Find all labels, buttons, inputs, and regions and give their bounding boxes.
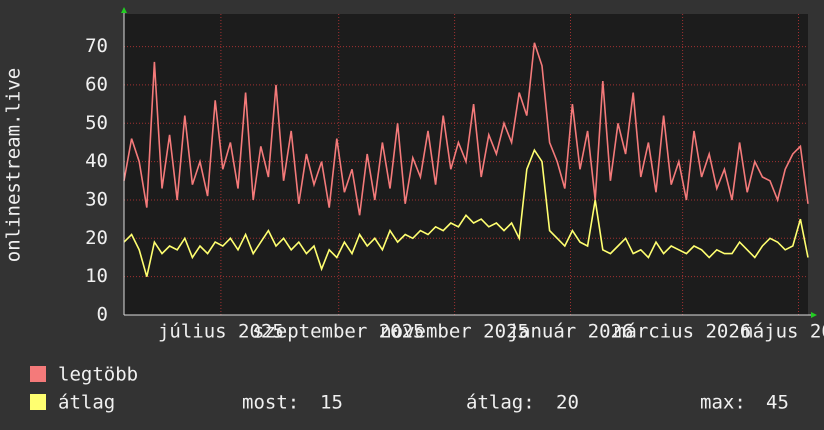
x-tick-label: szeptember 2025 (253, 321, 425, 343)
marks (123, 14, 809, 316)
y-tick-label: 60 (85, 73, 108, 95)
y-tick-label: 40 (85, 150, 108, 172)
stat-label: átlag: (466, 392, 535, 414)
series-line (123, 42, 809, 216)
stat-value: 45 (766, 392, 789, 414)
stat-label: most: (242, 392, 299, 414)
y-arrow (121, 7, 127, 13)
x-tick-label: január 2026 (508, 321, 634, 343)
y-tick-label: 30 (85, 188, 108, 210)
y-tick-label: 0 (97, 304, 108, 326)
legend-swatch (30, 366, 46, 382)
x-tick-label: március 2026 (614, 321, 751, 343)
legend-label: átlag (58, 392, 115, 414)
stat-value: 15 (320, 392, 343, 414)
plot-area (124, 14, 808, 315)
y-tick-label: 20 (85, 227, 108, 249)
y-tick-label: 70 (85, 35, 108, 57)
series-line (123, 148, 809, 277)
y-tick-label: 10 (85, 265, 108, 287)
y-tick-label: 50 (85, 112, 108, 134)
legend-swatch (30, 394, 46, 410)
x-arrow (811, 312, 817, 318)
x-tick-label: július 2025 (158, 321, 284, 343)
x-tick-label: május 2026 (741, 321, 824, 343)
stat-value: 20 (556, 392, 579, 414)
stat-label: max: (700, 392, 746, 414)
x-tick-label: november 2025 (380, 321, 529, 343)
legend-label: legtöbb (58, 364, 138, 386)
y-axis-label: onlinestream.live (3, 68, 25, 262)
